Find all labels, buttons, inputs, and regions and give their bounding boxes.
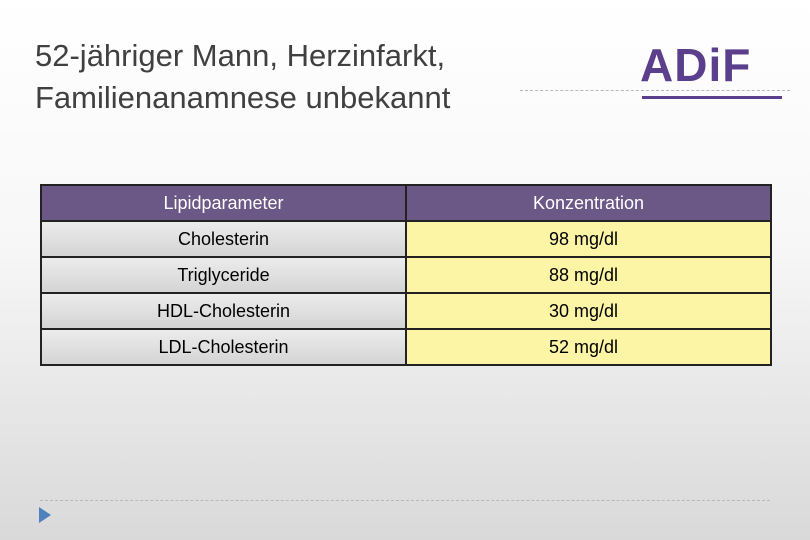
divider xyxy=(520,90,790,91)
table-cell: Triglyceride xyxy=(40,256,407,294)
table-cell: 52 mg/dl xyxy=(405,328,772,366)
logo-bar xyxy=(642,96,782,99)
table-cell: 98 mg/dl xyxy=(405,220,772,258)
title-line: Familienanamnese unbekannt xyxy=(35,80,451,115)
lipid-table: Lipidparameter Konzentration Cholesterin… xyxy=(40,184,772,366)
table-row: LDL-Cholesterin 52 mg/dl xyxy=(40,328,772,366)
table-cell: 88 mg/dl xyxy=(405,256,772,294)
bullet-arrow xyxy=(39,507,51,523)
header-row: Lipidparameter Konzentration xyxy=(40,184,772,222)
header-cell: Konzentration xyxy=(405,184,772,222)
table-row: Cholesterin 98 mg/dl xyxy=(40,220,772,258)
cell-text: 30 mg/dl xyxy=(549,300,619,321)
cell-text: 52 mg/dl xyxy=(549,336,619,357)
table-row: Triglyceride 88 mg/dl xyxy=(40,256,772,294)
cell-text: 88 mg/dl xyxy=(549,264,619,285)
divider xyxy=(40,500,770,501)
table-cell: 30 mg/dl xyxy=(405,292,772,330)
title-line: 52-jähriger Mann, Herzinfarkt, xyxy=(35,38,446,73)
logo: ADiF xyxy=(640,39,752,91)
cell-text: 98 mg/dl xyxy=(549,228,619,249)
arrow-shape xyxy=(39,507,51,523)
table-cell: LDL-Cholesterin xyxy=(40,328,407,366)
table-cell: Cholesterin xyxy=(40,220,407,258)
header-cell: Lipidparameter xyxy=(40,184,407,222)
table-row: HDL-Cholesterin 30 mg/dl xyxy=(40,292,772,330)
table-body: Lipidparameter Konzentration Cholesterin… xyxy=(40,184,772,366)
table-cell: HDL-Cholesterin xyxy=(40,292,407,330)
